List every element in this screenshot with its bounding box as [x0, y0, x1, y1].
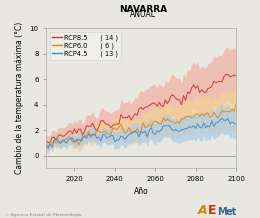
- Text: A: A: [198, 204, 207, 217]
- Text: et: et: [226, 207, 237, 217]
- Y-axis label: Cambio de la temperatura máxima (°C): Cambio de la temperatura máxima (°C): [15, 22, 24, 174]
- Text: M: M: [217, 207, 227, 217]
- X-axis label: Año: Año: [134, 187, 148, 196]
- Text: E: E: [208, 204, 217, 217]
- Text: NAVARRA: NAVARRA: [119, 5, 167, 14]
- Legend: RCP8.5      ( 14 ), RCP6.0      ( 6 ), RCP4.5      ( 13 ): RCP8.5 ( 14 ), RCP6.0 ( 6 ), RCP4.5 ( 13…: [49, 32, 121, 60]
- Text: © Agencia Estatal de Meteorología: © Agencia Estatal de Meteorología: [5, 213, 82, 217]
- Text: ANUAL: ANUAL: [130, 10, 156, 19]
